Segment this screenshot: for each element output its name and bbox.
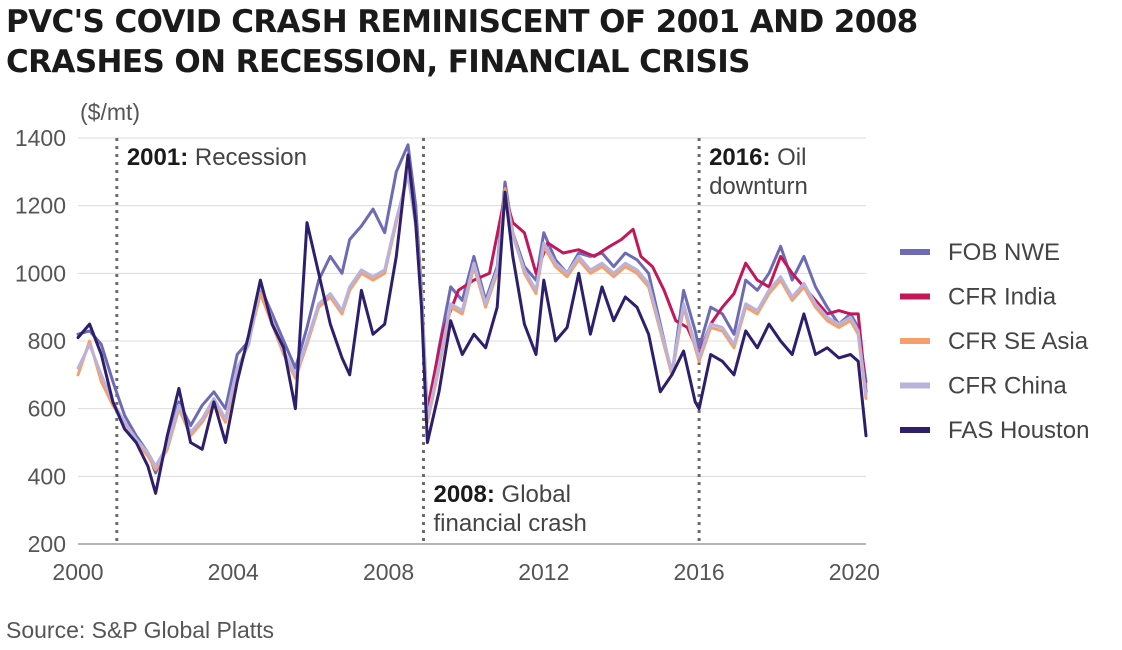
annotation-year: 2008:	[433, 481, 494, 508]
line-chart: 200 400 600 800 1000 1200 1400 ($/mt) 2000 2004 20…	[15, 99, 1090, 585]
legend-label: FAS Houston	[948, 417, 1089, 444]
y-tick-label: 400	[28, 463, 66, 489]
chart-title: PVC'S COVID CRASH REMINISCENT OF 2001 AN…	[6, 2, 1106, 82]
series-line-fas-houston	[76, 153, 868, 495]
title-line-2: CRASHES ON RECESSION, FINANCIAL CRISIS	[6, 44, 750, 80]
legend-label: CFR India	[948, 284, 1057, 311]
annotation-text: Global	[495, 481, 571, 508]
series-line-cfr-india	[425, 194, 868, 411]
annotation-label: 2016: Oil downturn	[709, 144, 808, 200]
x-tick-label: 2008	[363, 559, 414, 585]
title-line-1: PVC'S COVID CRASH REMINISCENT OF 2001 AN…	[6, 4, 918, 40]
series-line-cfr-china	[76, 173, 868, 468]
y-tick-label: 600	[28, 396, 66, 422]
y-tick-label: 1400	[15, 125, 66, 151]
annotation-text: financial crash	[433, 510, 586, 537]
y-axis-label: ($/mt)	[80, 99, 140, 125]
annotation-text: Oil	[770, 144, 806, 171]
source-note: Source: S&P Global Platts	[6, 617, 275, 643]
series-line-fob-nwe	[76, 143, 868, 475]
legend-label: FOB NWE	[948, 239, 1060, 266]
annotation-text: downturn	[709, 173, 808, 200]
annotation-year: 2016:	[709, 144, 770, 171]
x-tick-label: 2004	[208, 559, 259, 585]
annotation-text: Recession	[188, 144, 307, 171]
legend-label: CFR China	[948, 373, 1067, 400]
x-tick-label: 2012	[518, 559, 569, 585]
y-tick-label: 1200	[15, 193, 66, 219]
y-tick-label: 800	[28, 328, 66, 354]
annotation-year: 2001:	[127, 144, 188, 171]
legend-label: CFR SE Asia	[948, 328, 1089, 355]
x-tick-label: 2016	[673, 559, 724, 585]
y-tick-label: 1000	[15, 260, 66, 286]
y-tick-label: 200	[28, 531, 66, 557]
x-tick-label: 2020	[829, 559, 880, 585]
annotation-label: 2008: Global financial crash	[433, 481, 586, 537]
annotation-label: 2001: Recession	[127, 144, 307, 171]
x-tick-label: 2000	[52, 559, 103, 585]
